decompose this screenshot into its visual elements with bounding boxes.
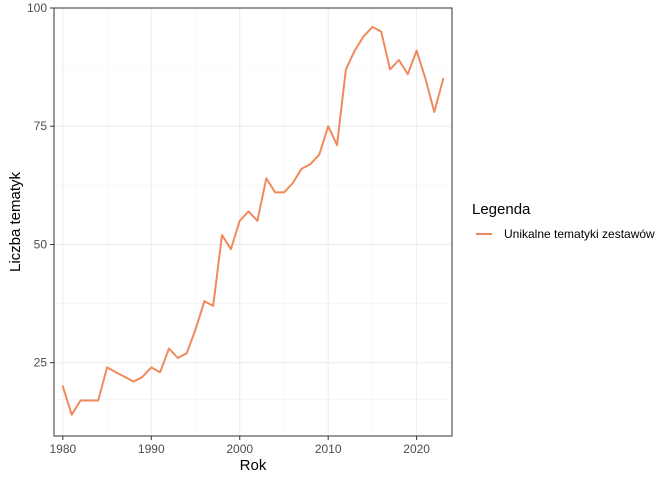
legend-label: Unikalne tematyki zestawów [504, 227, 655, 241]
series-line [61, 25, 445, 416]
x-tick-label: 2020 [403, 442, 430, 456]
x-tick-label: 1990 [138, 442, 165, 456]
y-tick-label: 50 [34, 237, 48, 251]
x-tick-label: 2000 [226, 442, 253, 456]
legend-title: Legenda [472, 201, 531, 218]
y-tick-label: 25 [34, 356, 48, 370]
x-axis: 1980 1990 2000 2010 2020 [49, 436, 430, 456]
series-layer [61, 25, 445, 416]
panel-border [53, 7, 453, 437]
legend: Legenda Unikalne tematyki zestawów [472, 201, 655, 241]
x-tick-label: 1980 [49, 442, 76, 456]
y-axis-title: Liczba tematyk [7, 171, 24, 272]
y-axis: 25 50 75 100 [27, 1, 54, 370]
y-tick-label: 75 [34, 119, 48, 133]
y-tick-label: 100 [27, 1, 47, 15]
x-axis-title: Rok [240, 457, 267, 474]
x-tick-label: 2010 [315, 442, 342, 456]
